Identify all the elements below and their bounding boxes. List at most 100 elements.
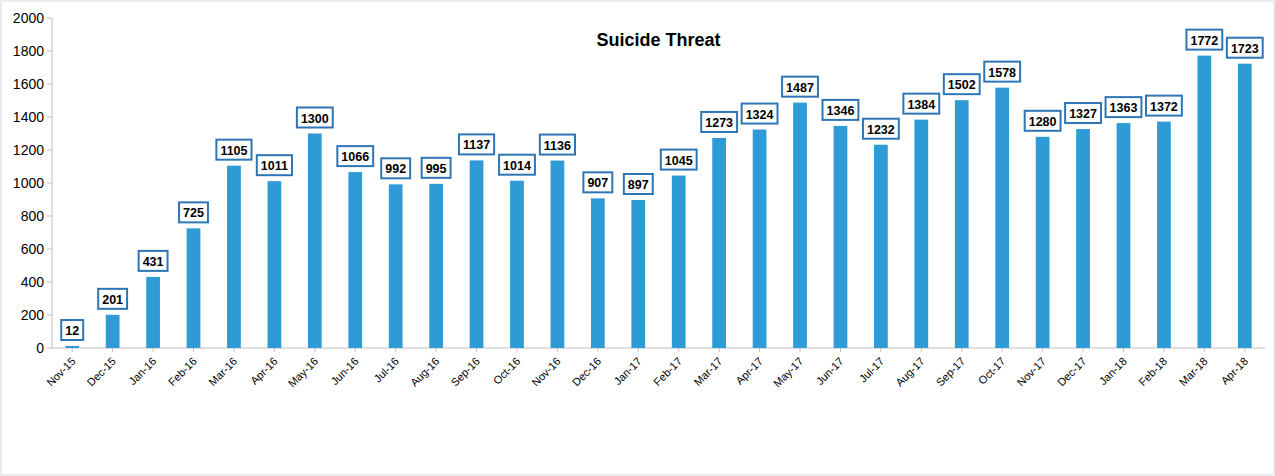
label-box <box>1227 38 1263 58</box>
bar <box>510 181 524 348</box>
label-box <box>583 172 612 192</box>
data-label: 1066 <box>341 150 369 164</box>
y-tick-label: 2000 <box>13 10 44 26</box>
bar <box>1076 129 1090 348</box>
bar <box>834 126 848 348</box>
bar <box>1238 64 1252 348</box>
bar <box>914 120 928 348</box>
bar <box>106 315 120 348</box>
label-box <box>459 134 494 154</box>
data-label: 1136 <box>544 139 571 153</box>
x-tick <box>193 348 194 352</box>
label-box <box>1106 97 1142 117</box>
bar <box>187 228 201 348</box>
x-tick-label: Feb-16 <box>166 355 199 388</box>
title: Suicide Threat <box>596 30 720 50</box>
label-box <box>624 174 653 194</box>
bar <box>1197 56 1211 348</box>
label-box <box>422 158 451 178</box>
x-tick <box>355 348 356 352</box>
data-label: 1502 <box>948 78 976 92</box>
bar <box>874 145 888 348</box>
bars <box>65 56 1251 348</box>
label-box <box>1065 103 1101 123</box>
x-tick-label: Jul-16 <box>371 355 401 385</box>
x-tick <box>1002 348 1003 352</box>
y-tick <box>47 282 52 283</box>
data-label: 1232 <box>867 123 895 137</box>
data-label: 1327 <box>1069 107 1097 121</box>
data-label: 1045 <box>665 154 693 168</box>
data-label: 431 <box>143 255 164 269</box>
bar <box>348 172 362 348</box>
x-tick <box>557 348 558 352</box>
data-label: 1105 <box>220 144 247 158</box>
x-tick <box>880 348 881 352</box>
x-tick-label: Mar-16 <box>206 355 239 388</box>
x-tick-label: Jan-18 <box>1097 355 1129 387</box>
x-tick-label: Apr-18 <box>1218 355 1250 387</box>
y-tick-label: 1400 <box>13 109 44 125</box>
data-label: 1300 <box>301 112 329 126</box>
label-box <box>863 119 899 139</box>
label-box <box>701 112 737 132</box>
x-tick-label: Feb-18 <box>1136 355 1169 388</box>
x-tick-label: Mar-17 <box>691 355 724 388</box>
data-label: 1280 <box>1029 115 1057 129</box>
label-box <box>297 108 333 128</box>
y-tick <box>47 183 52 184</box>
x-tick <box>719 348 720 352</box>
x-tick <box>759 348 760 352</box>
x-tick-label: Dec-15 <box>84 355 118 389</box>
x-tick <box>395 348 396 352</box>
x-tick <box>1083 348 1084 352</box>
x-tick <box>153 348 154 352</box>
x-tick <box>1244 348 1245 352</box>
bar <box>672 176 686 348</box>
label-box <box>540 135 575 155</box>
data-labels: 1220143172511051011130010669929951137101… <box>61 30 1262 340</box>
x-tick <box>961 348 962 352</box>
y-tick-label: 400 <box>21 274 45 290</box>
x-tick <box>638 348 639 352</box>
data-label: 1014 <box>503 159 531 173</box>
x-tick-label: Nov-15 <box>44 355 78 389</box>
bar <box>146 277 160 348</box>
y-tick <box>47 51 52 52</box>
data-label: 1273 <box>705 116 733 130</box>
data-label: 897 <box>628 178 649 192</box>
bar <box>308 134 322 349</box>
x-tick <box>1123 348 1124 352</box>
y-tick <box>47 315 52 316</box>
bar <box>591 198 605 348</box>
bar <box>551 161 565 348</box>
label-box <box>257 155 292 175</box>
x-tick <box>597 348 598 352</box>
y-tick <box>47 150 52 151</box>
y-tick-label: 200 <box>21 307 45 323</box>
x-tick <box>274 348 275 352</box>
x-tick <box>678 348 679 352</box>
label-box <box>61 320 83 340</box>
label-box <box>337 146 373 166</box>
data-label: 725 <box>183 206 204 220</box>
label-box <box>1025 111 1061 131</box>
x-tick-label: Mar-18 <box>1177 355 1210 388</box>
x-tick-label: May-17 <box>771 355 805 389</box>
y-tick-label: 1800 <box>13 43 44 59</box>
label-box <box>661 150 697 170</box>
y-tick-label: 1600 <box>13 76 44 92</box>
bar <box>753 130 767 348</box>
bar <box>995 88 1009 348</box>
x-tick-label: Sep-17 <box>934 355 968 389</box>
x-tick-label: Nov-17 <box>1014 355 1048 389</box>
label-box <box>179 202 208 222</box>
label-box <box>139 251 168 271</box>
data-label: 1487 <box>786 81 814 95</box>
label-box <box>823 100 859 120</box>
data-label: 1137 <box>463 138 490 152</box>
label-box <box>1186 30 1222 50</box>
data-label: 995 <box>426 162 447 176</box>
bar <box>470 160 484 348</box>
x-tick-label: May-16 <box>286 355 320 389</box>
